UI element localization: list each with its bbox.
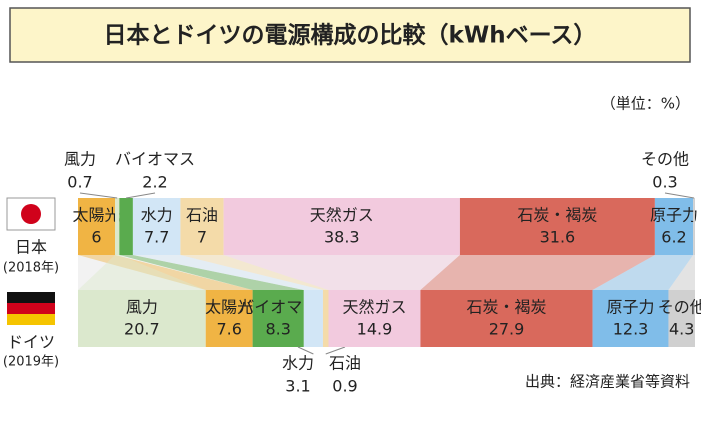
- bar-segment: [592, 290, 669, 347]
- segment-name: 太陽光: [73, 206, 121, 225]
- segment-name: 水力: [282, 354, 314, 373]
- bar-segment: [78, 198, 116, 255]
- bar-segment: [115, 198, 120, 255]
- segment-name: 風力: [126, 298, 158, 317]
- segment-value: 2.2: [142, 173, 167, 192]
- bar-segment: [303, 290, 323, 347]
- leader-line: [325, 346, 346, 355]
- leader-line: [126, 192, 156, 199]
- segment-name: 原子力: [607, 298, 655, 317]
- segment-name: 天然ガス: [342, 298, 406, 317]
- segment-name: バイオマス: [238, 298, 318, 317]
- bar-segment: [205, 290, 253, 347]
- segment-value: 27.9: [489, 320, 525, 339]
- title-box: [9, 7, 691, 63]
- chart-title: 日本とドイツの電源構成の比較（kWhベース）: [104, 22, 597, 49]
- source: 出典：経済産業省等資料: [525, 373, 690, 391]
- connector: [592, 255, 694, 290]
- segment-name: 風力: [64, 150, 96, 169]
- segment-name: 石油: [186, 206, 218, 225]
- category-year: (2018年): [3, 261, 59, 276]
- connector: [420, 255, 655, 290]
- segment-name: 石炭・褐炭: [517, 206, 597, 225]
- connector: [223, 255, 460, 290]
- segment-value: 0.9: [332, 377, 357, 396]
- segment-name: 太陽光: [205, 298, 253, 317]
- germany-flag-gold: [7, 314, 55, 325]
- connector: [668, 255, 695, 290]
- segment-value: 14.9: [357, 320, 393, 339]
- bar-segment: [322, 290, 329, 347]
- category-year: (2019年): [3, 355, 59, 370]
- segment-value: 0.7: [67, 173, 92, 192]
- connector: [78, 255, 206, 290]
- germany-flag-black: [7, 292, 55, 303]
- connector-band: [78, 255, 695, 290]
- segment-value: 8.3: [265, 320, 290, 339]
- bar-segment: [668, 290, 695, 347]
- bar-segment: [78, 290, 206, 347]
- leader-line: [79, 192, 118, 199]
- bar-segment: [180, 198, 224, 255]
- segment-value: 7.6: [216, 320, 241, 339]
- germany-flag-red: [7, 303, 55, 314]
- unit-note: （単位：%）: [601, 95, 690, 113]
- bar-segment: [132, 198, 181, 255]
- segment-value: 3.1: [285, 377, 310, 396]
- segment-value: 7: [197, 228, 207, 247]
- category-label: 日本: [15, 238, 47, 257]
- bar-segment: [693, 198, 695, 255]
- leader-line: [297, 346, 314, 355]
- segment-name: 原子力: [650, 206, 698, 225]
- connector: [78, 255, 253, 290]
- bar-segment: [654, 198, 694, 255]
- bar-segment: [223, 198, 460, 255]
- segment-name: 石油: [329, 354, 361, 373]
- japan-flag-circle: [21, 204, 41, 224]
- segment-value: 7.7: [144, 228, 169, 247]
- connector: [132, 255, 323, 290]
- bar-segment: [420, 290, 593, 347]
- bar-segment: [328, 290, 421, 347]
- segment-name: 水力: [141, 206, 173, 225]
- connector: [119, 255, 304, 290]
- bar-segment: [252, 290, 304, 347]
- segment-name: その他: [641, 150, 689, 169]
- leader-line: [664, 192, 695, 199]
- connector: [180, 255, 329, 290]
- bar-segment: [119, 198, 133, 255]
- segment-value: 31.6: [540, 228, 576, 247]
- segment-name: バイオマス: [115, 150, 195, 169]
- segment-value: 38.3: [324, 228, 360, 247]
- bar-segment: [459, 198, 655, 255]
- segment-value: 6.2: [661, 228, 686, 247]
- segment-value: 4.3: [669, 320, 694, 339]
- category-label: ドイツ: [7, 333, 55, 352]
- segment-value: 0.3: [652, 173, 677, 192]
- segment-name: 天然ガス: [310, 206, 374, 225]
- segment-name: 石炭・褐炭: [466, 298, 546, 317]
- segment-value: 20.7: [124, 320, 160, 339]
- segment-name: その他: [658, 298, 701, 317]
- segment-value: 6: [91, 228, 101, 247]
- segment-value: 12.3: [613, 320, 649, 339]
